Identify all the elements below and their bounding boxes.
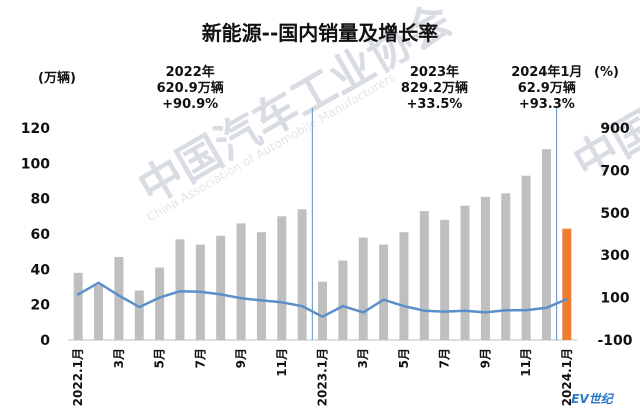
right-axis-ticks: -100 100 300 500 700 900 (597, 121, 632, 349)
watermark-text-right: 中国汽车工业协会 (565, 0, 640, 190)
bar-13 (318, 281, 327, 340)
bar-14 (338, 260, 348, 340)
x-tick-label: 2024.1月 (560, 348, 574, 406)
annotation-1-line-1: 2022年 (166, 64, 215, 80)
bar-11 (277, 216, 287, 340)
annotation-3-line-2: 62.9万辆 (518, 80, 576, 96)
right-tick-label: 500 (600, 206, 629, 222)
left-tick-label: 40 (31, 262, 51, 278)
x-tick-label: 7月 (193, 348, 207, 368)
bar-16 (379, 244, 389, 340)
bar-15 (358, 237, 368, 340)
right-tick-label: 700 (600, 163, 629, 179)
growth-rate-line (76, 281, 569, 318)
chart-title: 新能源--国内销量及增长率 (202, 21, 439, 45)
right-tick-label: 100 (600, 291, 629, 307)
bar-series (73, 149, 572, 340)
bar-6 (175, 239, 185, 340)
x-tick-label: 7月 (438, 348, 452, 368)
bar-22 (501, 193, 511, 340)
x-tick-label: 3月 (356, 348, 370, 368)
bar-4 (134, 290, 144, 340)
annotation-2-line-2: 829.2万辆 (401, 80, 468, 96)
bar-10 (256, 232, 266, 340)
left-axis-ticks: 0 20 40 60 80 100 120 (21, 121, 50, 349)
x-axis-ticks: 2022.1月 3月 5月 7月 9月 11月 2023.1月 3月 5月 7月 9月 11月 2024… (71, 348, 574, 406)
x-tick-label: 11月 (275, 348, 289, 377)
x-tick-label: 2023.1月 (316, 348, 330, 406)
x-tick-label: 11月 (519, 348, 533, 377)
right-tick-label: -100 (597, 333, 632, 349)
left-tick-label: 100 (21, 156, 50, 172)
left-tick-label: 20 (31, 298, 51, 314)
x-tick-label: 5月 (153, 348, 167, 368)
bar-1 (73, 272, 83, 340)
x-tick-label: 5月 (397, 348, 411, 368)
bar-20 (460, 205, 470, 340)
left-tick-label: 120 (21, 121, 50, 137)
right-tick-label: 900 (600, 121, 629, 137)
x-tick-label: 2022.1月 (71, 348, 85, 406)
bar-19 (440, 219, 450, 340)
annotation-2-line-3: +33.5% (406, 97, 462, 112)
left-tick-label: 60 (31, 227, 51, 243)
left-tick-label: 80 (31, 192, 51, 208)
bar-18 (419, 211, 429, 340)
annotation-3-line-1: 2024年1月 (511, 64, 582, 80)
bar-25 (562, 228, 572, 340)
bar-21 (480, 196, 490, 340)
bar-2 (94, 285, 104, 340)
x-tick-label: 9月 (234, 348, 248, 368)
bar-3 (114, 256, 124, 340)
bar-23 (521, 175, 531, 340)
bar-12 (297, 209, 307, 340)
bar-8 (216, 235, 226, 340)
right-axis-unit: (%) (594, 65, 619, 80)
right-tick-label: 300 (600, 248, 629, 264)
x-tick-label: 3月 (112, 348, 126, 368)
brand-logo: EV世纪 (571, 392, 614, 406)
bar-5 (155, 267, 165, 340)
bar-9 (236, 223, 246, 340)
x-tick-label: 9月 (478, 348, 492, 368)
left-axis-unit: (万辆) (38, 70, 76, 86)
annotation-2-line-1: 2023年 (410, 64, 459, 80)
line-series (76, 281, 569, 318)
bar-24 (541, 149, 551, 340)
bar-17 (399, 232, 409, 340)
annotation-1-line-3: +90.9% (162, 97, 218, 112)
annotation-1-line-2: 620.9万辆 (157, 80, 224, 96)
left-tick-label: 0 (40, 333, 50, 349)
annotation-3-line-3: +93.3% (519, 97, 575, 112)
